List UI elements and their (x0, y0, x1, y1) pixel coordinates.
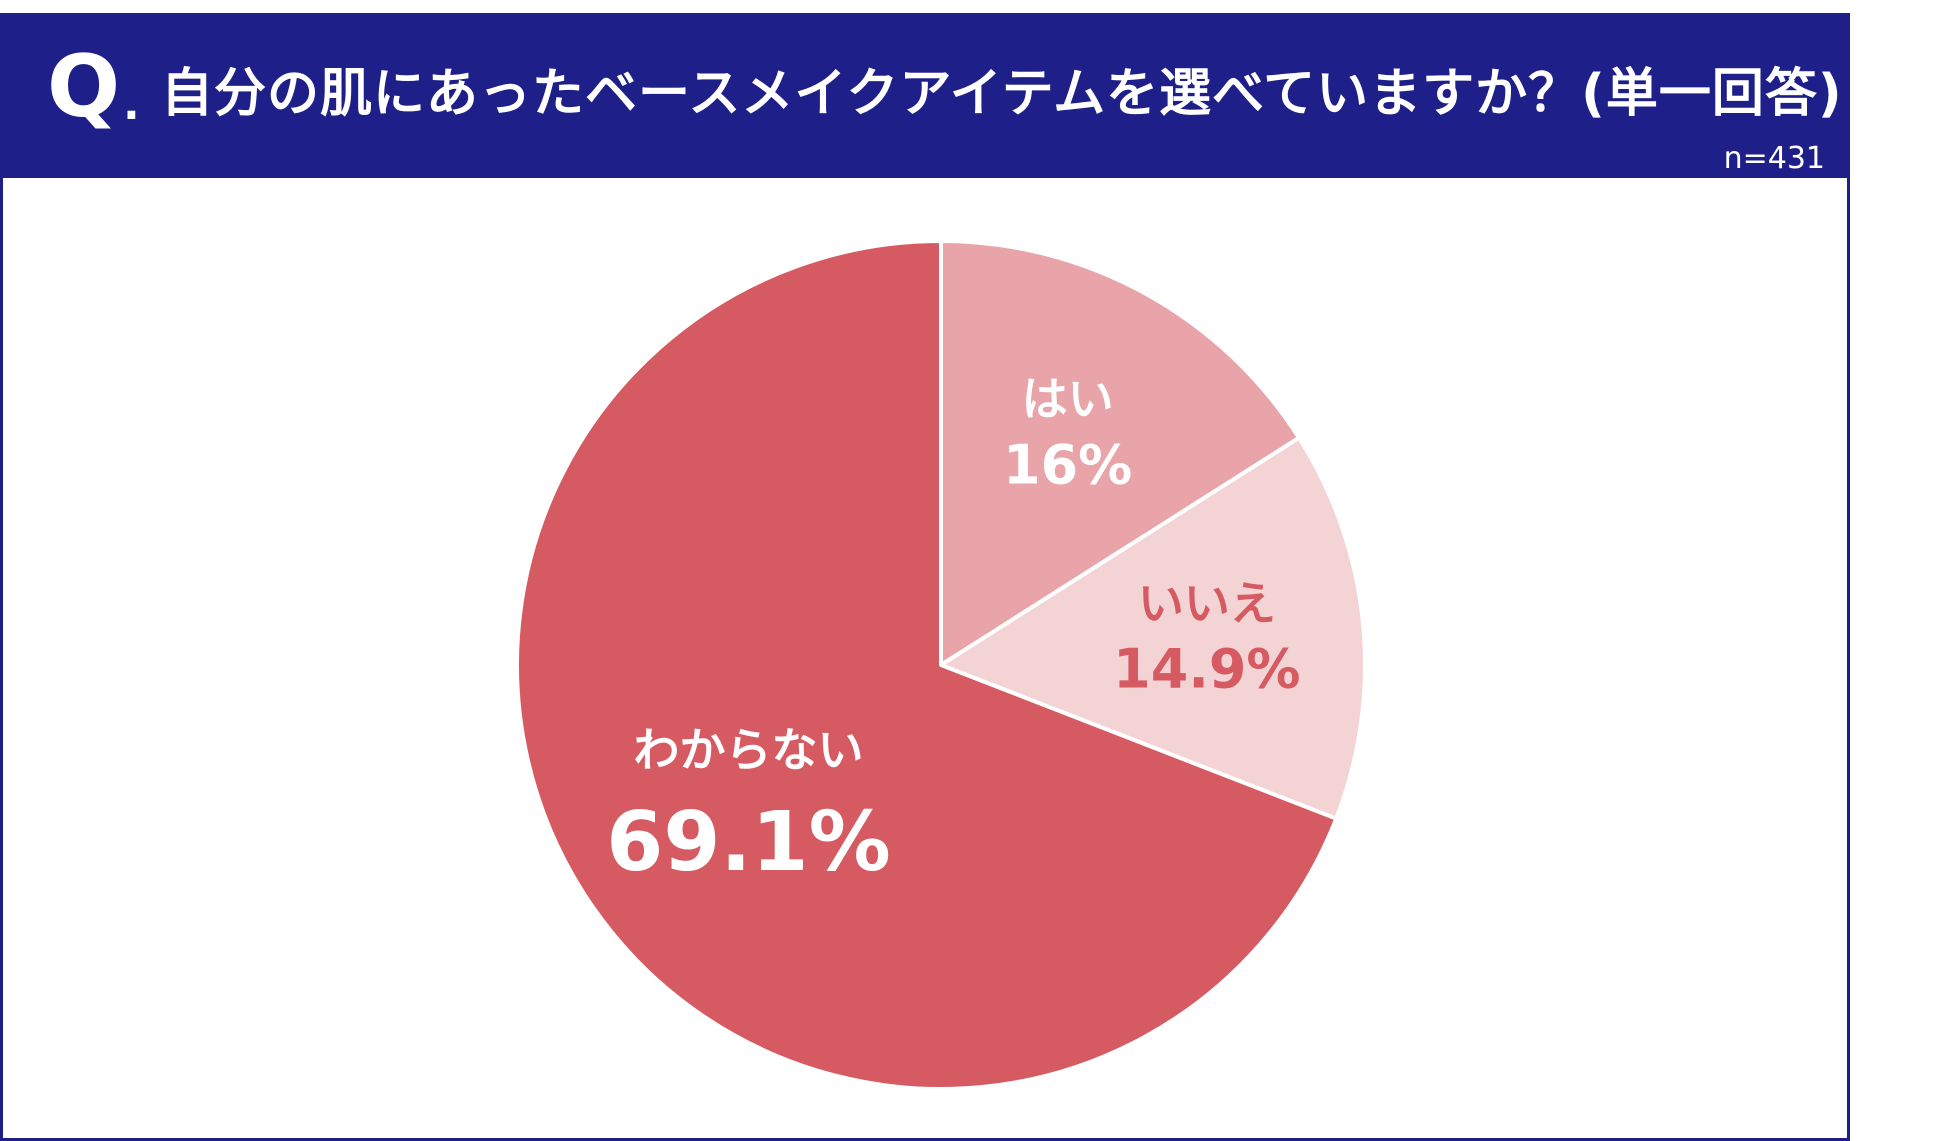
slice-label-1: はい (1022, 372, 1114, 426)
slice-value-3: 69.1% (606, 795, 890, 890)
pie-slice-1 (939, 239, 1301, 667)
pie-slice-3 (515, 239, 1339, 1091)
question-mark-dot: . (123, 79, 140, 130)
sample-size: n=431 (1723, 141, 1825, 176)
pie-slices (515, 239, 1367, 1091)
slice-label-3: わからない (634, 723, 864, 777)
slice-value-1: 16% (1003, 433, 1132, 496)
pie-slice-2 (939, 435, 1367, 821)
slice-label-2: いいえ (1138, 577, 1276, 631)
question-header: Q . 自分の肌にあったベースメイクアイテムを選べていますか？(単一回答) n=… (3, 16, 1847, 178)
slice-value-2: 14.9% (1113, 638, 1300, 701)
question-mark: Q (47, 37, 120, 137)
question-text: 自分の肌にあったベースメイクアイテムを選べていますか？(単一回答) (161, 64, 1843, 124)
pie-labels: はい 16% いいえ 14.9% わからない 69.1% (606, 372, 1300, 890)
